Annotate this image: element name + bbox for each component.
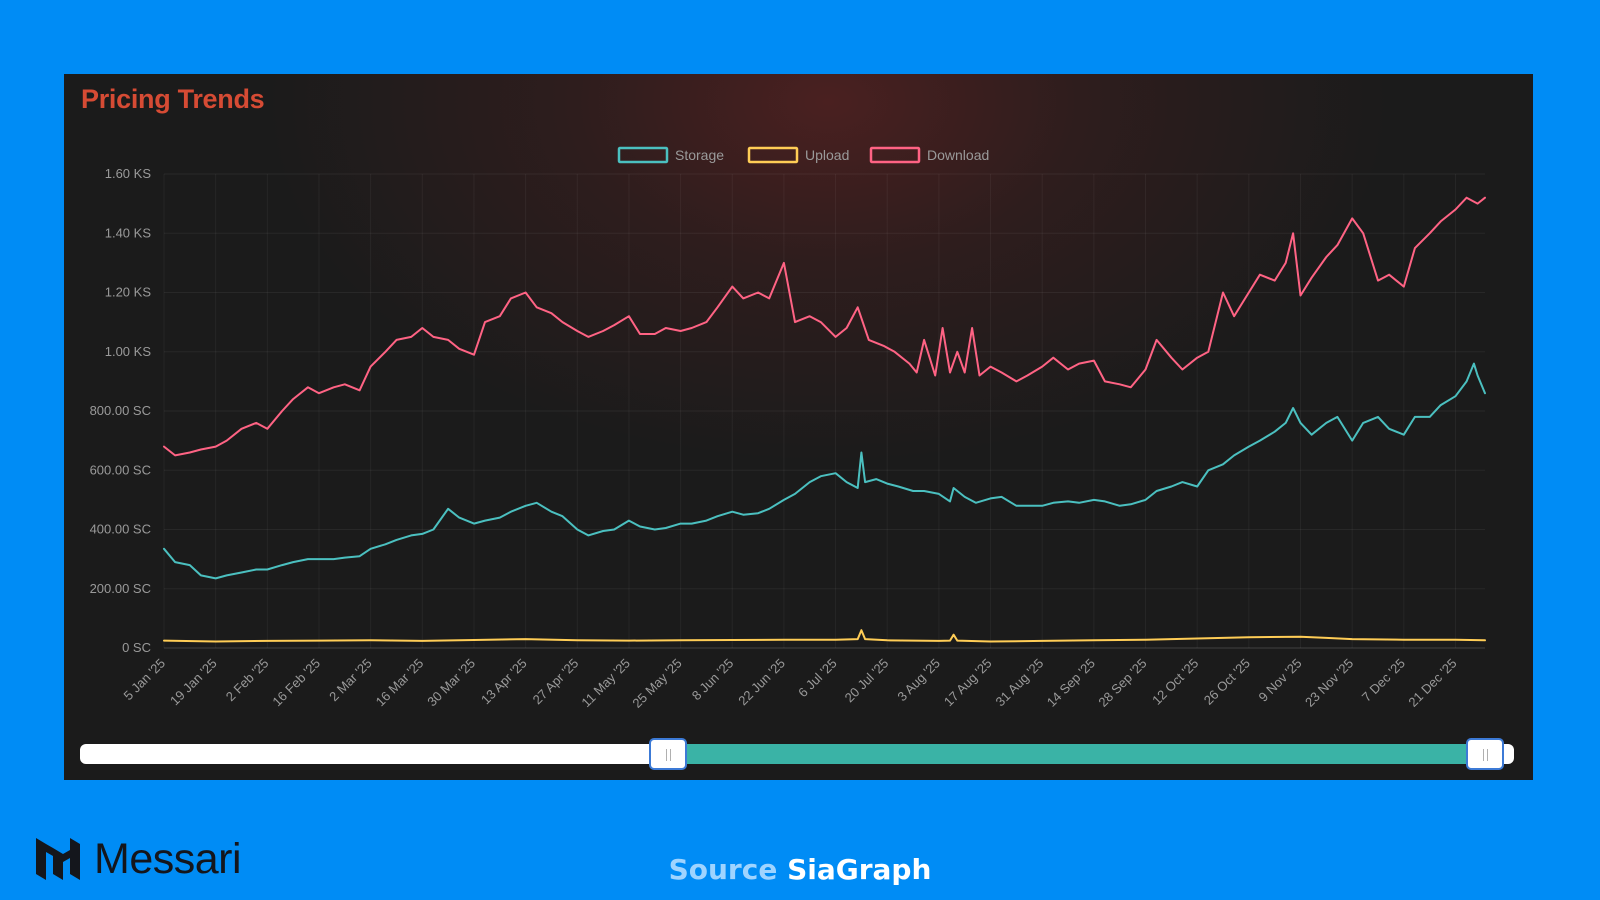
x-tick-label: 23 Nov '25 (1302, 656, 1356, 710)
source-label: Source (668, 853, 778, 886)
upload-legend-swatch (747, 146, 799, 164)
x-tick-label: 28 Sep '25 (1095, 656, 1149, 710)
y-tick-label: 1.40 KS (105, 225, 152, 240)
x-tick: 2 Feb '25 (223, 656, 272, 705)
storage-legend-swatch (617, 146, 669, 164)
y-tick-label: 200.00 SC (90, 581, 151, 596)
x-tick-label: 9 Nov '25 (1255, 656, 1304, 705)
x-tick-label: 16 Feb '25 (269, 656, 323, 710)
range-slider[interactable] (80, 738, 1514, 770)
x-tick: 25 May '25 (629, 656, 684, 711)
source-attribution: Source SiaGraph (0, 853, 1600, 886)
range-slider-end-handle[interactable] (1466, 738, 1505, 770)
x-tick-label: 31 Aug '25 (993, 656, 1047, 710)
x-tick-label: 7 Dec '25 (1359, 656, 1408, 705)
y-tick-label: 400.00 SC (90, 522, 151, 537)
x-tick: 9 Nov '25 (1255, 656, 1304, 705)
x-tick: 8 Jun '25 (689, 656, 737, 704)
messari-logo: Messari (36, 834, 242, 883)
storage-legend-label: Storage (675, 147, 724, 163)
x-tick-label: 12 Oct '25 (1149, 656, 1201, 708)
x-tick: 27 Apr '25 (530, 656, 582, 708)
x-tick-label: 22 Jun '25 (735, 656, 788, 709)
x-tick-label: 25 May '25 (629, 656, 684, 711)
x-tick-label: 6 Jul '25 (795, 656, 840, 701)
x-tick-label: 26 Oct '25 (1201, 656, 1253, 708)
x-tick-label: 17 Aug '25 (941, 656, 995, 710)
storage-series-line (163, 362, 1486, 580)
x-tick: 20 Jul '25 (842, 656, 892, 706)
y-tick-label: 0 SC (122, 640, 151, 655)
x-tick: 11 May '25 (578, 656, 633, 711)
series-layer (163, 196, 1486, 643)
x-tick: 28 Sep '25 (1095, 656, 1149, 710)
x-tick: 13 Apr '25 (478, 656, 530, 708)
download-legend-swatch (869, 146, 921, 164)
x-tick: 7 Dec '25 (1359, 656, 1408, 705)
x-tick-label: 27 Apr '25 (530, 656, 582, 708)
grid-layer (163, 173, 1485, 649)
x-tick-label: 30 Mar '25 (424, 656, 478, 710)
x-tick-label: 20 Jul '25 (842, 656, 892, 706)
x-tick: 16 Mar '25 (373, 656, 427, 710)
y-tick-label: 1.00 KS (105, 344, 152, 359)
x-tick-label: 5 Jan '25 (120, 656, 168, 704)
x-tick: 14 Sep '25 (1044, 656, 1098, 710)
x-tick-label: 2 Mar '25 (326, 656, 375, 705)
x-tick-label: 11 May '25 (578, 656, 633, 711)
y-tick-label: 1.60 KS (105, 166, 152, 181)
x-tick: 21 Dec '25 (1405, 656, 1459, 710)
chart-title: Pricing Trends (81, 84, 265, 114)
upload-legend-label: Upload (805, 147, 849, 163)
upload-series-line (163, 629, 1486, 643)
x-tick-label: 8 Jun '25 (689, 656, 737, 704)
pricing-trends-chart: 0 SC 200.00 SC 400.00 SC 600.00 SC 800.00 SC… (90, 146, 1486, 711)
y-tick-label: 800.00 SC (90, 403, 151, 418)
x-tick: 19 Jan '25 (167, 656, 220, 709)
legend: Storage Upload Download (617, 146, 989, 164)
x-tick: 23 Nov '25 (1302, 656, 1356, 710)
x-tick: 31 Aug '25 (993, 656, 1047, 710)
x-tick-label: 3 Aug '25 (894, 656, 943, 705)
x-tick: 3 Aug '25 (894, 656, 943, 705)
x-tick: 12 Oct '25 (1149, 656, 1201, 708)
x-tick: 26 Oct '25 (1201, 656, 1253, 708)
messari-logo-icon (36, 838, 80, 880)
x-tick: 30 Mar '25 (424, 656, 478, 710)
chart-panel: Pricing Trends 0 SC 200.00 SC 400.00 SC 600… (64, 74, 1533, 780)
y-tick-label: 600.00 SC (90, 462, 151, 477)
x-tick-label: 16 Mar '25 (373, 656, 427, 710)
x-tick-label: 13 Apr '25 (478, 656, 530, 708)
x-tick: 5 Jan '25 (120, 656, 168, 704)
x-tick: 16 Feb '25 (269, 656, 323, 710)
range-slider-start-handle[interactable] (648, 738, 687, 770)
y-tick-label: 1.20 KS (105, 285, 152, 300)
x-tick-label: 14 Sep '25 (1044, 656, 1098, 710)
x-tick-label: 2 Feb '25 (223, 656, 272, 705)
x-tick-label: 21 Dec '25 (1405, 656, 1459, 710)
x-tick: 22 Jun '25 (735, 656, 788, 709)
x-tick-label: 19 Jan '25 (167, 656, 220, 709)
download-series-line (163, 196, 1486, 457)
range-slider-selection (667, 744, 1486, 764)
x-tick: 6 Jul '25 (795, 656, 840, 701)
messari-logo-text: Messari (94, 834, 242, 883)
download-legend-label: Download (927, 147, 989, 163)
x-tick: 2 Mar '25 (326, 656, 375, 705)
y-axis-ticks: 0 SC 200.00 SC 400.00 SC 600.00 SC 800.00 SC… (90, 166, 152, 655)
x-tick: 17 Aug '25 (941, 656, 995, 710)
source-value: SiaGraph (787, 853, 932, 886)
